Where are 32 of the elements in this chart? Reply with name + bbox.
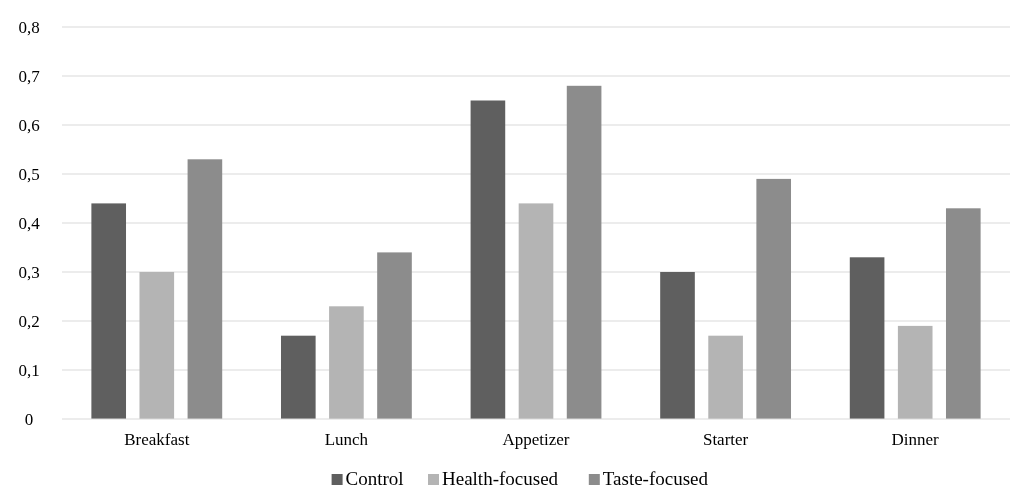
bar <box>139 272 175 419</box>
bar <box>660 272 695 419</box>
y-tick-label: 0,7 <box>18 66 41 86</box>
y-tick-label: 0,6 <box>18 115 40 135</box>
bar <box>945 208 981 419</box>
bar <box>377 252 412 419</box>
bar <box>708 335 743 419</box>
legend-label: Taste-focused <box>602 468 709 489</box>
bar <box>329 306 364 419</box>
x-tick-label: Dinner <box>891 430 940 449</box>
bar <box>566 85 602 419</box>
y-tick-label: 0,8 <box>18 17 40 37</box>
x-tick-label: Starter <box>702 430 749 449</box>
legend-label: Control <box>345 468 404 489</box>
x-tick-label: Breakfast <box>124 430 190 449</box>
y-tick-label: 0,3 <box>18 262 40 282</box>
y-tick-label: 0,2 <box>18 311 40 331</box>
bar <box>280 335 316 419</box>
y-tick-label: 0 <box>24 409 34 429</box>
y-tick-label: 0,1 <box>18 360 40 380</box>
bar <box>91 203 127 419</box>
bar <box>897 325 933 419</box>
bar <box>187 159 223 419</box>
x-tick-label: Appetizer <box>502 430 570 449</box>
bar <box>756 178 792 419</box>
legend-label: Health-focused <box>442 468 559 489</box>
x-tick-label: Lunch <box>324 430 369 449</box>
bar <box>849 257 885 419</box>
y-tick-label: 0,4 <box>18 213 41 233</box>
y-tick-label: 0,5 <box>18 164 40 184</box>
bar <box>470 100 506 419</box>
bar <box>518 203 554 419</box>
